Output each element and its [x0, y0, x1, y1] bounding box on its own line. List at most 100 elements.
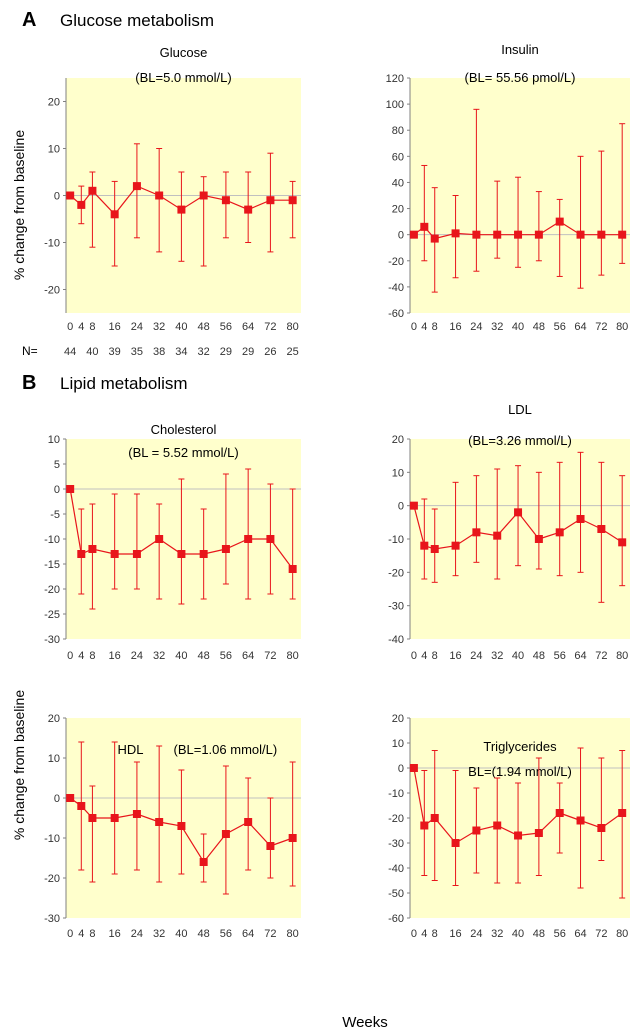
data-point: [88, 186, 97, 195]
y-tick-label: -20: [44, 873, 60, 885]
y-axis-label-bottom: % change from baseline: [11, 690, 27, 840]
x-tick-label: 4: [78, 650, 84, 662]
data-point: [288, 834, 297, 842]
data-point: [66, 485, 75, 493]
x-tick-label: 40: [175, 650, 187, 662]
data-point: [493, 531, 502, 540]
data-point: [88, 814, 97, 822]
x-tick-label: 8: [89, 650, 95, 662]
x-tick-label: 32: [491, 321, 503, 333]
y-tick-label: -25: [44, 609, 60, 621]
x-tick-label: 56: [220, 650, 232, 662]
data-point: [132, 550, 141, 558]
data-point: [177, 822, 186, 830]
data-point: [514, 831, 523, 840]
x-tick-label: 0: [411, 650, 417, 662]
x-tick-label: 16: [109, 928, 121, 940]
n-value: 32: [198, 346, 210, 358]
x-tick-label: 40: [512, 928, 524, 940]
data-point: [472, 528, 481, 537]
y-tick-label: 80: [392, 125, 404, 137]
x-tick-label: 80: [616, 321, 628, 333]
x-tick-label: 24: [131, 321, 143, 333]
data-point: [451, 839, 460, 847]
y-tick-label: 5: [54, 459, 60, 471]
x-tick-label: 4: [78, 321, 84, 333]
x-tick-label: 56: [220, 321, 232, 333]
x-tick-label: 40: [512, 650, 524, 662]
y-tick-label: -50: [388, 888, 404, 900]
x-tick-label: 24: [470, 321, 482, 333]
data-point: [288, 196, 297, 205]
plot-area: [410, 718, 630, 918]
y-tick-label: -10: [44, 238, 60, 250]
x-tick-label: 24: [131, 650, 143, 662]
x-tick-label: 64: [574, 650, 586, 662]
n-values-row: 44 40 39 35 38 34 32 29 29 26 25: [64, 346, 299, 358]
data-point: [66, 794, 75, 802]
y-tick-label: -40: [388, 634, 404, 646]
x-tick-label: 0: [67, 928, 73, 940]
y-tick-label: 20: [48, 713, 60, 725]
data-point: [451, 541, 460, 550]
data-point: [472, 826, 481, 835]
y-tick-label: 0: [398, 230, 404, 242]
data-point: [409, 764, 418, 772]
y-tick-label: -30: [44, 634, 60, 646]
data-point: [77, 550, 86, 558]
x-tick-label: 32: [491, 928, 503, 940]
x-tick-label: 72: [595, 650, 607, 662]
x-tick-label: 64: [242, 321, 254, 333]
n-value: 29: [242, 346, 254, 358]
x-tick-label: 24: [470, 650, 482, 662]
n-value: 25: [287, 346, 299, 358]
data-point: [597, 230, 606, 239]
x-tick-label: 40: [512, 321, 524, 333]
data-point: [534, 829, 543, 837]
x-tick-label: 4: [78, 928, 84, 940]
x-tick-label: 0: [411, 928, 417, 940]
chart-subtitle: BL=(1.94 mmol/L): [468, 764, 572, 779]
data-point: [66, 191, 75, 200]
data-point: [155, 818, 164, 826]
section-a-letter: A: [22, 9, 36, 31]
section-b-title: Lipid metabolism: [60, 374, 188, 393]
data-point: [221, 830, 230, 838]
y-tick-label: -10: [44, 534, 60, 546]
x-tick-label: 8: [89, 928, 95, 940]
x-tick-label: 8: [89, 321, 95, 333]
y-tick-label: -20: [388, 567, 404, 579]
y-tick-label: 10: [48, 753, 60, 765]
data-point: [266, 196, 275, 205]
data-point: [177, 550, 186, 558]
x-tick-label: 72: [264, 650, 276, 662]
data-point: [132, 810, 141, 818]
data-point: [244, 535, 253, 543]
y-tick-label: 60: [392, 151, 404, 163]
data-point: [244, 818, 253, 826]
y-tick-label: -40: [388, 863, 404, 875]
n-value: 44: [64, 346, 76, 358]
y-tick-label: -40: [388, 282, 404, 294]
chart-title: LDL: [508, 402, 532, 417]
data-point: [155, 191, 164, 200]
x-tick-label: 72: [595, 321, 607, 333]
x-tick-label: 48: [533, 321, 545, 333]
x-tick-label: 64: [574, 928, 586, 940]
y-tick-label: 100: [386, 99, 404, 111]
x-tick-label: 24: [470, 928, 482, 940]
chart-title: Insulin: [501, 42, 539, 57]
data-point: [555, 217, 564, 226]
x-tick-label: 56: [220, 928, 232, 940]
n-label: N=: [22, 344, 38, 358]
data-point: [221, 545, 230, 553]
x-tick-label: 16: [449, 650, 461, 662]
chart-subtitle: (BL=1.06 mmol/L): [174, 742, 278, 757]
data-point: [288, 565, 297, 573]
y-tick-label: 10: [48, 144, 60, 156]
data-point: [132, 182, 141, 191]
